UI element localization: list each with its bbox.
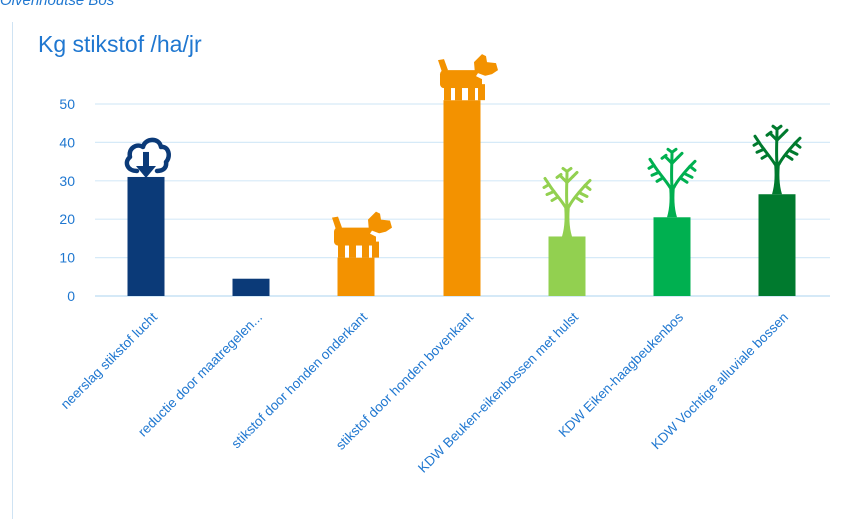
y-tick-label: 40 [59,134,75,150]
y-tick-label: 10 [59,250,75,266]
x-tick-label: KDW Eiken-haagbeukenbos [556,309,687,440]
tree-icon [752,124,802,195]
y-axis-ticks: 0 10 20 30 40 50 [59,96,75,304]
x-tick-label: reductie door maatregelen... [135,310,265,440]
bar [337,257,375,296]
cloud-download-icon [124,137,171,178]
bar-icons [124,54,802,258]
x-tick-label: neerslag stikstof lucht [58,309,161,412]
y-tick-label: 20 [59,211,75,227]
dog-icon [332,211,392,258]
bar [653,217,691,296]
bar [443,100,481,296]
y-tick-label: 0 [67,288,75,304]
y-tick-label: 30 [59,173,75,189]
tree-icon [647,147,697,218]
bar [548,236,586,296]
bar [127,176,165,296]
tree-icon [542,166,592,237]
bar [758,194,796,296]
bars [127,100,796,296]
dog-icon [438,54,498,101]
chart-title: Kg stikstof /ha/jr [38,31,202,57]
y-tick-label: 50 [59,96,75,112]
left-border [12,22,13,519]
bar [232,278,270,296]
chart-caption: Olvenhoutse Bos [0,0,115,9]
